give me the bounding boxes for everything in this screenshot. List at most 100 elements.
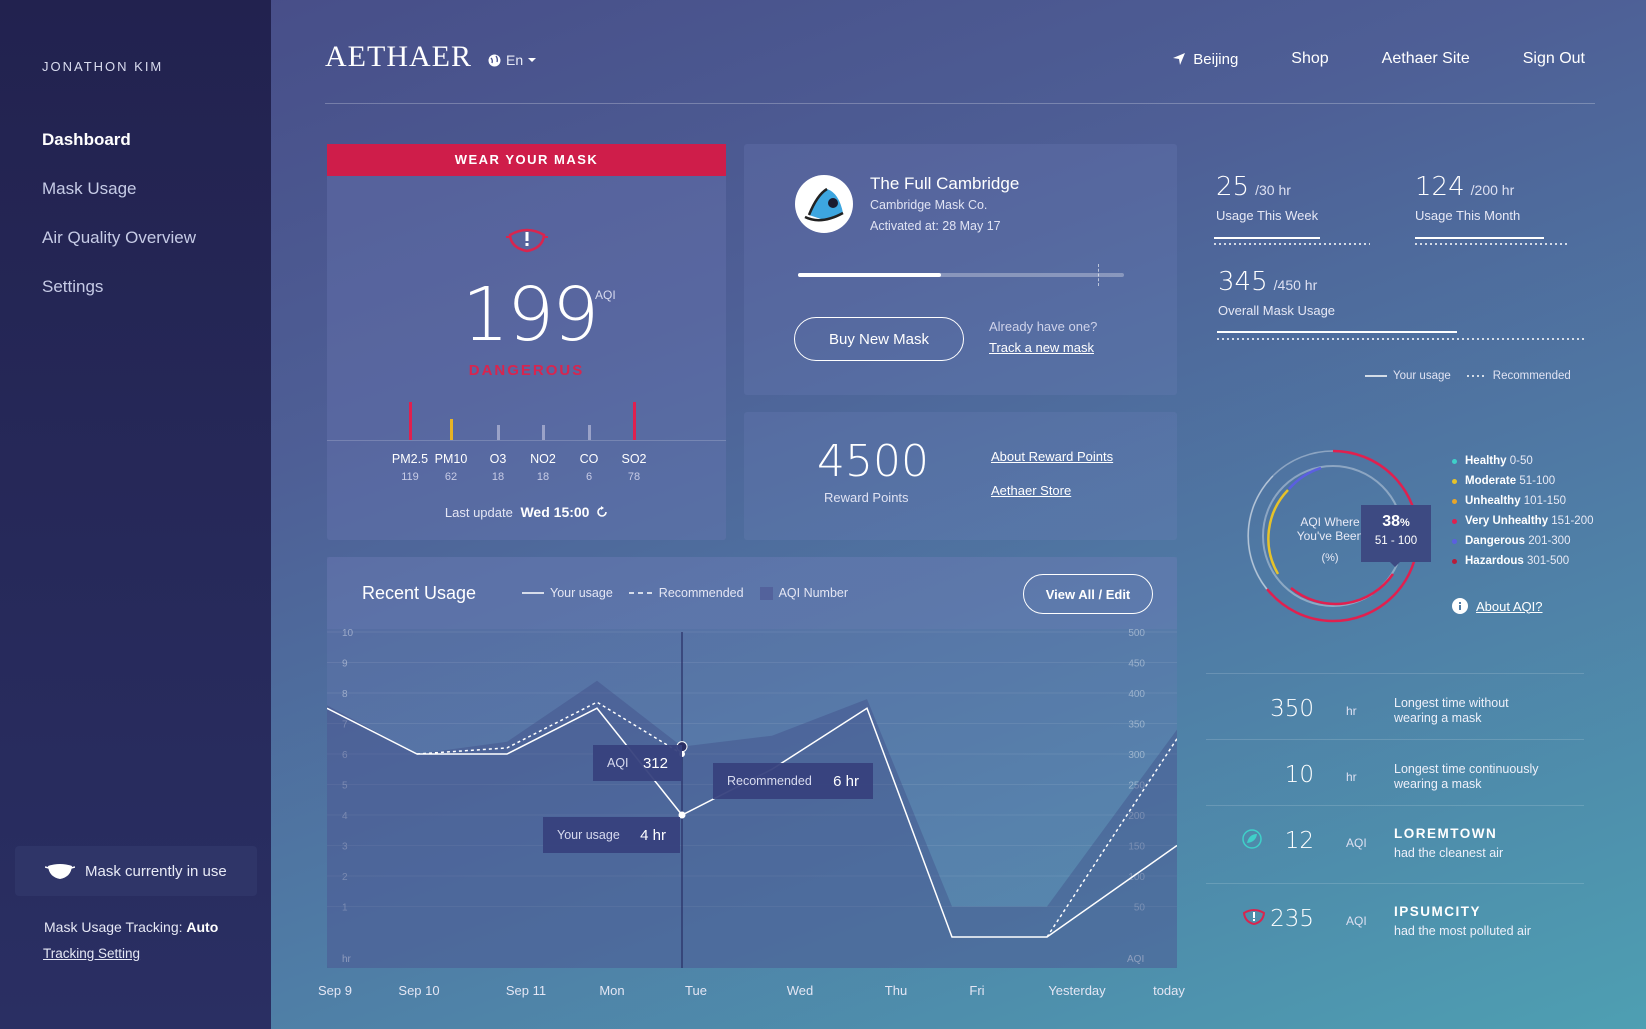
aqi-legend-dot <box>1452 518 1457 524</box>
aqi-legend-item: Hazardous 301-500 <box>1452 555 1594 567</box>
view-all-edit-button[interactable]: View All / Edit <box>1023 574 1153 614</box>
tooltip-recommended-bg <box>713 763 873 799</box>
aqi-legend-dot <box>1452 558 1457 564</box>
aqi-legend-text: Dangerous 201-300 <box>1465 535 1571 547</box>
tooltip-recommended-label: Recommended <box>727 774 812 788</box>
tooltip-your-usage-bg <box>543 817 680 853</box>
chevron-down-icon <box>528 58 537 62</box>
sidebar-item-settings[interactable]: Settings <box>42 277 104 296</box>
chart-y-tick-left: 1 <box>342 903 348 914</box>
chart-y-tick-right: 300 <box>1128 750 1145 761</box>
sidebar-item-air-quality-overview[interactable]: Air Quality Overview <box>42 228 196 247</box>
aqi-ring-dangerous-arc <box>1288 466 1322 490</box>
nav-shop-link[interactable]: Shop <box>1291 50 1329 67</box>
buy-new-mask-button[interactable]: Buy New Mask <box>794 317 964 361</box>
logo[interactable]: AETHAER <box>325 40 472 73</box>
sidebar-item-mask-usage[interactable]: Mask Usage <box>42 179 137 198</box>
tracking-label: Mask Usage Tracking: <box>44 919 183 935</box>
chart-y-tick-left: 4 <box>342 811 348 822</box>
record-city: LOREMTOWN <box>1394 826 1498 841</box>
record-unit: AQI <box>1346 914 1367 928</box>
aqi-ring-tooltip-pct-unit: % <box>1400 517 1410 529</box>
pollutant-value: 78 <box>627 471 641 483</box>
nav-sign-out-link[interactable]: Sign Out <box>1522 50 1585 67</box>
language-selector[interactable]: En <box>488 52 537 68</box>
record-value: 350 <box>1270 696 1314 722</box>
tooltip-aqi: AQI 312 <box>593 745 682 781</box>
nav-aethaer-site-link[interactable]: Aethaer Site <box>1381 50 1470 67</box>
aqi-value: 199 <box>462 272 599 358</box>
last-update-value: Wed 15:00 <box>520 504 590 520</box>
chart-x-label: Yesterday <box>1048 983 1106 998</box>
pollutant-value: 119 <box>401 471 419 483</box>
chart-y-tick-left: 6 <box>342 750 348 761</box>
mask-life-progress <box>798 264 1124 286</box>
about-aqi-link[interactable]: About AQI? <box>1452 598 1543 614</box>
pollutant-bar <box>587 425 591 440</box>
aqi-ring-moderate-arc <box>1267 489 1289 575</box>
record-value: 12 <box>1284 828 1314 854</box>
record-cleanest-city[interactable]: 12 AQI LOREMTOWN had the cleanest air <box>1206 805 1584 871</box>
about-reward-points-link[interactable]: About Reward Points <box>991 449 1114 464</box>
sidebar-item-dashboard[interactable]: Dashboard <box>42 130 131 149</box>
tracking-setting-link[interactable]: Tracking Setting <box>43 946 141 961</box>
chart-x-label: Tue <box>685 983 707 998</box>
record-unit: hr <box>1346 770 1357 784</box>
aqi-area <box>327 680 1177 968</box>
record-sub: had the cleanest air <box>1394 846 1504 860</box>
usage-month-of: /200 hr <box>1470 182 1515 198</box>
chart-y-tick-left: 3 <box>342 842 348 853</box>
aqi-ring-hazard-arc <box>1266 588 1334 623</box>
reward-card: 4500 Reward Points About Reward Points A… <box>744 412 1177 540</box>
tooltip-recommended: Recommended 6 hr <box>713 763 873 799</box>
legend-aqi-number-label: AQI Number <box>778 586 849 600</box>
usage-overall-of: /450 hr <box>1273 277 1318 293</box>
pollutant-label: PM2.5 <box>391 452 429 466</box>
usage-legend-your-usage-label: Your usage <box>1393 370 1451 382</box>
track-new-mask-link[interactable]: Track a new mask <box>989 340 1094 355</box>
chart-y-tick-left: 5 <box>342 781 348 792</box>
usage-bars <box>1214 237 1585 340</box>
danger-mask-icon <box>1242 909 1266 926</box>
aqi-unit: AQI <box>595 288 616 302</box>
record-value: 10 <box>1284 762 1314 788</box>
mask-product-icon <box>804 187 844 222</box>
tracking-value: Auto <box>186 919 219 935</box>
usage-legend: Your usage Recommended <box>1365 370 1571 382</box>
record-text-line2: wearing a mask <box>1394 711 1482 725</box>
chart-y-tick-right: 250 <box>1128 781 1145 792</box>
chart-y-axis-label-left: hr <box>342 954 352 965</box>
wear-mask-banner: WEAR YOUR MASK <box>327 144 726 176</box>
aqi-legend-dot <box>1452 498 1457 504</box>
pollutant-value: 62 <box>444 471 458 483</box>
usage-week-value: 25 <box>1216 172 1250 202</box>
aqi-legend: Healthy 0-50 Moderate 51-100 Unhealthy 101… <box>1452 455 1594 575</box>
usage-month-stat: 124/200 hr Usage This Month <box>1415 172 1520 223</box>
record-text-line2: wearing a mask <box>1394 777 1482 791</box>
aqi-legend-item: Moderate 51-100 <box>1452 475 1594 487</box>
tooltip-your-usage: Your usage 4 hr <box>543 817 680 853</box>
chart-x-label: Sep 10 <box>398 983 440 998</box>
record-polluted-city[interactable]: 235 AQI IPSUMCITY had the most polluted … <box>1206 883 1584 949</box>
chart-x-label: Sep 9 <box>318 983 352 998</box>
usage-point-marker[interactable] <box>678 811 686 819</box>
mask-in-use-panel[interactable]: Mask currently in use <box>15 846 257 896</box>
aethaer-store-link[interactable]: Aethaer Store <box>991 483 1072 498</box>
aqi-legend-item: Unhealthy 101-150 <box>1452 495 1594 507</box>
chart-y-tick-right: 500 <box>1128 628 1145 639</box>
chart-y-tick-right: 150 <box>1128 842 1145 853</box>
aqi-ring-center: AQI Where You've Been (%) <box>1285 515 1375 565</box>
aqi-legend-dot <box>1452 478 1457 484</box>
mask-life-fill <box>798 273 942 277</box>
mask-icon <box>45 864 75 879</box>
legend-recommended-label: Recommended <box>658 586 744 600</box>
refresh-icon[interactable] <box>596 506 608 518</box>
pollutant-bar <box>449 419 453 440</box>
chart-x-label: Sep 11 <box>505 983 547 998</box>
record-city: IPSUMCITY <box>1394 904 1482 919</box>
chart-y-axis-label-right: AQI <box>1127 954 1144 965</box>
current-aqi-card: WEAR YOUR MASK 199 AQI DANGEROUS PM2.5 11… <box>327 144 726 540</box>
location-selector[interactable]: Beijing <box>1172 51 1238 68</box>
reward-points-label: Reward Points <box>824 490 909 505</box>
legend-your-usage-label: Your usage <box>550 586 613 600</box>
